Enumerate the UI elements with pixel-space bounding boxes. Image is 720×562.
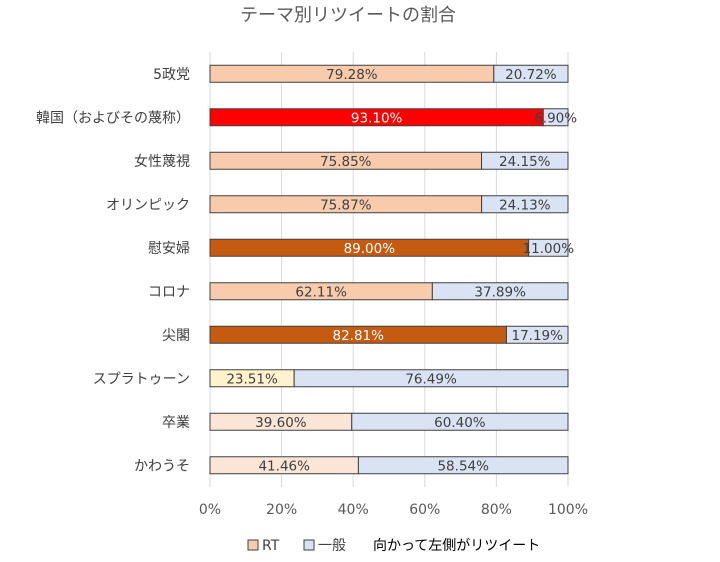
x-tick-label: 60% (409, 502, 440, 518)
data-label-rt: 93.10% (351, 110, 403, 126)
bar-general (357, 456, 569, 475)
data-label-rt: 62.11% (295, 284, 347, 300)
x-tick-label: 80% (481, 502, 512, 518)
data-label-rt: 89.00% (344, 241, 396, 257)
bar-general (431, 282, 569, 301)
bar-general (351, 412, 569, 431)
bar-general (481, 195, 569, 214)
bar-general (293, 369, 569, 388)
category-label: コロナ (148, 284, 190, 300)
bar-general (493, 64, 569, 83)
bar-general (542, 108, 569, 127)
category-label: 5政党 (153, 67, 190, 83)
bar-general (528, 238, 569, 257)
legend: RT 一般 向かって左側がリツイート (247, 538, 540, 554)
category-label: 韓国（およびその蔑称） (36, 110, 190, 126)
data-label-general: 17.19% (511, 328, 563, 344)
data-label-rt: 23.51% (226, 371, 278, 387)
legend-label-general: 一般 (318, 538, 346, 554)
data-label-general: 20.72% (505, 67, 557, 83)
legend-swatch-rt (247, 539, 259, 551)
data-label-rt: 39.60% (255, 415, 307, 431)
bar-general (505, 325, 569, 344)
legend-label-rt: RT (262, 538, 280, 554)
x-tick-label: 40% (338, 502, 369, 518)
x-axis-tick-labels: 0% 20% 40% 60% 80% 100% (199, 502, 588, 518)
bars: 79.28% 20.72% 93.10% 6.90% 75.85% 24.15% 75.87… (209, 64, 577, 475)
data-label-general: 24.15% (499, 154, 551, 170)
data-label-rt: 79.28% (326, 67, 378, 83)
category-label: オリンピック (106, 197, 190, 213)
category-label: かわうそ (134, 458, 190, 474)
category-label: 卒業 (162, 415, 190, 431)
bar-general (481, 151, 569, 170)
data-label-general: 11.00% (523, 241, 575, 257)
legend-swatch-general (303, 539, 315, 551)
legend-note: 向かって左側がリツイート (373, 538, 540, 554)
chart-title: テーマ別リツイートの割合 (240, 5, 456, 26)
data-label-general: 58.54% (437, 458, 489, 474)
data-label-rt: 75.85% (320, 154, 372, 170)
category-label: 慰安婦 (148, 240, 190, 257)
x-tick-label: 0% (199, 502, 221, 518)
data-label-general: 37.89% (474, 284, 526, 300)
category-label: 女性蔑視 (134, 153, 190, 170)
data-label-general: 24.13% (499, 197, 551, 213)
x-tick-label: 100% (548, 502, 588, 518)
data-label-general: 6.90% (534, 110, 577, 126)
x-tick-label: 20% (266, 502, 297, 518)
data-label-general: 76.49% (405, 371, 457, 387)
data-label-rt: 82.81% (332, 328, 384, 344)
data-label-rt: 41.46% (258, 458, 310, 474)
data-label-rt: 75.87% (320, 197, 372, 213)
data-label-general: 60.40% (434, 415, 486, 431)
category-label: 尖閣 (162, 328, 190, 344)
category-label: スプラトゥーン (93, 371, 190, 387)
